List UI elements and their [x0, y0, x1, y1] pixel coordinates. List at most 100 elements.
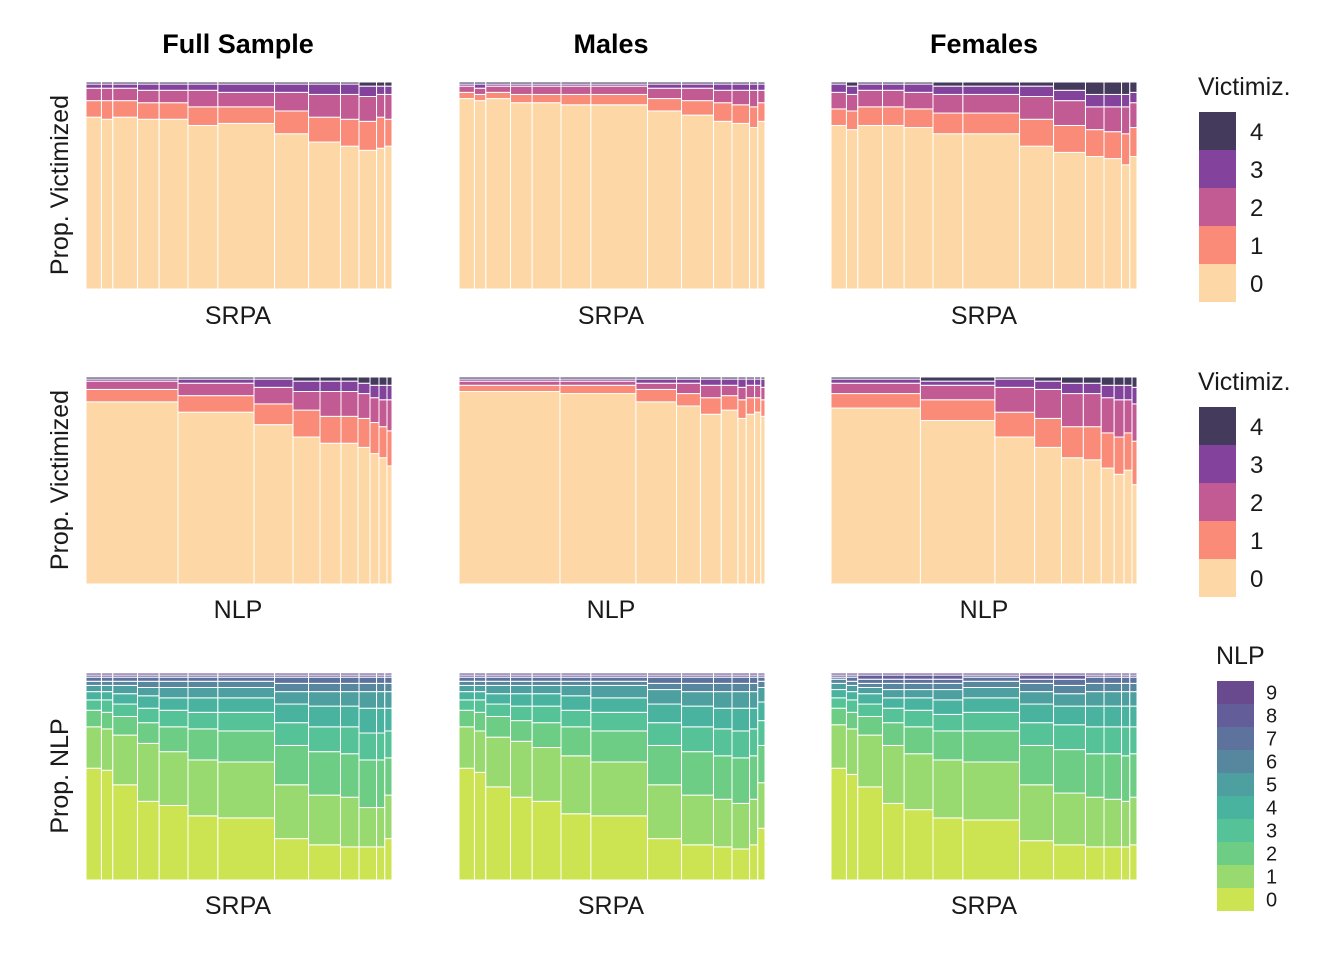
mosaic-cell	[932, 678, 964, 684]
mosaic-cell	[308, 93, 341, 118]
mosaic-cell	[712, 120, 733, 290]
legend-label: 1	[1266, 867, 1277, 889]
mosaic-cell	[473, 87, 487, 95]
mosaic-cell	[919, 380, 996, 386]
mosaic-cell	[85, 376, 179, 380]
mosaic-cell	[187, 81, 219, 85]
mosaic-cell	[1084, 796, 1105, 848]
mosaic-cell	[376, 672, 386, 676]
mosaic-cell	[473, 730, 487, 773]
mosaic-cell	[1123, 376, 1133, 386]
mosaic-cell	[85, 87, 102, 102]
mosaic-cell	[830, 91, 847, 110]
mosaic-cell	[458, 91, 475, 100]
mosaic-cell	[510, 720, 533, 742]
mosaic-cell	[720, 384, 739, 397]
mosaic-cell	[1129, 691, 1138, 707]
mosaic-cell	[274, 744, 310, 786]
mosaic-cell	[590, 697, 649, 713]
mosaic-cell	[1129, 844, 1138, 881]
mosaic-cell	[635, 401, 678, 585]
mosaic-cell	[1060, 426, 1084, 459]
mosaic-cell	[754, 397, 762, 413]
mosaic-cell	[757, 83, 766, 91]
mosaic-cell	[274, 676, 310, 684]
legend-key	[1217, 681, 1254, 704]
mosaic-cell	[158, 686, 189, 699]
mosaic-cell	[85, 116, 102, 290]
mosaic-cell	[358, 120, 378, 151]
mosaic-cell	[384, 682, 393, 693]
mosaic-cell	[319, 390, 342, 417]
mosaic-cell	[340, 390, 359, 417]
mosaic-cell	[745, 413, 756, 585]
mosaic-cell	[845, 773, 859, 881]
mosaic-cell	[187, 106, 219, 126]
mosaic-cell	[757, 672, 766, 676]
mosaic-cell	[319, 376, 342, 382]
mosaic-cell	[384, 757, 393, 796]
mosaic-cell	[560, 709, 592, 728]
mosaic-cell	[274, 83, 310, 93]
x-axis-label: SRPA	[578, 892, 645, 920]
mosaic-cell	[699, 397, 722, 415]
mosaic-cell	[85, 388, 179, 403]
mosaic-cell	[510, 684, 533, 695]
mosaic-cell	[830, 83, 847, 93]
mosaic-cell	[274, 784, 310, 840]
mosaic-cell	[731, 707, 751, 732]
mosaic-cell	[158, 726, 189, 753]
mosaic-cell	[857, 686, 884, 695]
column-title-full-sample: Full Sample	[162, 29, 314, 59]
mosaic-cell	[647, 682, 683, 691]
mosaic-cell	[217, 730, 276, 763]
mosaic-cell	[681, 794, 714, 846]
mosaic-cell	[1129, 676, 1138, 684]
mosaic-cell	[745, 384, 756, 399]
mosaic-cell	[384, 691, 393, 709]
mosaic-cell	[903, 81, 934, 85]
mosaic-cell	[882, 674, 905, 680]
mosaic-cell	[1053, 684, 1086, 695]
mosaic-cell	[712, 89, 733, 104]
mosaic-cell	[1129, 682, 1138, 693]
mosaic-cell	[676, 382, 701, 395]
mosaic-cell	[1082, 459, 1102, 585]
mosaic-cell	[485, 680, 512, 686]
mosaic-cell	[882, 81, 905, 85]
mosaic-cell	[292, 390, 321, 411]
legend-victimization-top: Victimiz. 4 3 2 1 0	[1198, 73, 1291, 302]
mosaic-cell	[857, 674, 884, 680]
mosaic-cell	[1060, 393, 1084, 428]
mosaic-cell	[681, 726, 714, 753]
mosaic-cell	[590, 730, 649, 763]
mosaic-cell	[1123, 384, 1133, 401]
mosaic-cell	[137, 722, 160, 744]
mosaic-cell	[1060, 376, 1084, 384]
mosaic-cell	[1131, 484, 1138, 585]
mosaic-cell	[635, 378, 678, 384]
mosaic-cell	[253, 424, 294, 585]
mosaic-cell	[737, 399, 747, 419]
mosaic-cell	[137, 83, 160, 91]
mosaic-cell	[158, 83, 189, 91]
mosaic-cell	[1053, 792, 1086, 846]
mosaic-cell	[757, 676, 766, 682]
mosaic-cell	[100, 728, 114, 771]
mosaic-cell	[458, 709, 475, 728]
mosaic-cell	[760, 415, 766, 585]
mosaic-cell	[137, 676, 160, 682]
column-title-males: Males	[573, 29, 648, 59]
mosaic-cell	[274, 838, 310, 881]
mosaic-cell	[177, 395, 255, 413]
mosaic-cell	[376, 147, 386, 290]
mosaic-cell	[757, 120, 766, 290]
mosaic-cell	[274, 133, 310, 290]
mosaic-cell	[1129, 156, 1138, 290]
mosaic-cell	[857, 703, 884, 717]
mosaic-cell	[112, 116, 139, 290]
mosaic-cell	[1129, 796, 1138, 846]
mosaic-cell	[560, 695, 592, 711]
mosaic-cell	[857, 786, 884, 881]
mosaic-cell	[137, 89, 160, 104]
